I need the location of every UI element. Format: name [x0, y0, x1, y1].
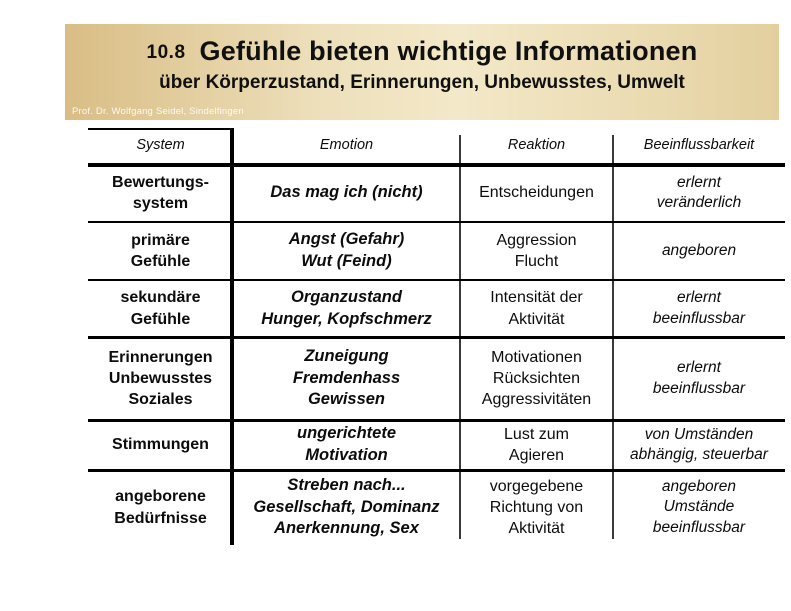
- cell-beeinflussbarkeit: erlernt beeinflussbar: [652, 289, 746, 327]
- author-credit: Prof. Dr. Wolfgang Seidel, Sindelfingen: [72, 106, 244, 117]
- cell-reaktion: Aggression Flucht: [496, 231, 577, 270]
- column-header-reaktion: Reaktion: [507, 137, 566, 154]
- header-banner: 10.8 Gefühle bieten wichtige Informatione…: [65, 24, 779, 120]
- table-top-rule: [88, 128, 233, 130]
- cell-emotion: Angst (Gefahr) Wut (Feind): [288, 230, 405, 270]
- row-separator: [88, 469, 785, 472]
- cell-system: angeborene Bedürfnisse: [114, 488, 207, 527]
- cell-emotion: Das mag ich (nicht): [270, 183, 423, 202]
- cell-beeinflussbarkeit: erlernt veränderlich: [656, 173, 742, 211]
- row-separator: [88, 221, 785, 223]
- cell-emotion: Organzustand Hunger, Kopfschmerz: [261, 287, 432, 328]
- cell-emotion: Streben nach... Gesellschaft, Dominanz A…: [253, 475, 440, 538]
- cell-system: sekundäre Gefühle: [120, 289, 201, 328]
- cell-beeinflussbarkeit: angeboren: [661, 241, 737, 259]
- column-header-emotion: Emotion: [319, 137, 374, 154]
- cell-emotion: ungerichtete Motivation: [296, 424, 397, 464]
- row-separator: [88, 336, 785, 339]
- cell-reaktion: Motivationen Rücksichten Aggressivitäten: [481, 348, 592, 409]
- column-header-beeinflussbarkeit: Beeinflussbarkeit: [643, 137, 755, 154]
- cell-system: Stimmungen: [112, 436, 209, 454]
- cell-emotion: Zuneigung Fremdenhass Gewissen: [292, 346, 401, 409]
- table-grid: System Emotion Reaktion Beeinflussbarkei…: [88, 128, 785, 545]
- cell-reaktion: Entscheidungen: [479, 184, 594, 202]
- cell-beeinflussbarkeit: erlernt beeinflussbar: [652, 359, 746, 397]
- row-separator: [88, 419, 785, 422]
- header-row-rule: [88, 163, 785, 167]
- cell-beeinflussbarkeit: angeboren Umstände beeinflussbar: [652, 477, 746, 536]
- emotion-table: System Emotion Reaktion Beeinflussbarkei…: [88, 128, 785, 545]
- cell-reaktion: vorgegebene Richtung von Aktivität: [489, 477, 584, 538]
- cell-reaktion: Lust zum Agieren: [504, 425, 569, 464]
- slide-number: 10.8: [146, 42, 186, 63]
- row-separator: [88, 279, 785, 281]
- slide-subtitle: über Körperzustand, Erinnerungen, Unbewu…: [159, 72, 685, 93]
- cell-system: Bewertungs- system: [112, 173, 209, 212]
- cell-beeinflussbarkeit: von Umständen abhängig, steuerbar: [630, 425, 768, 463]
- title-line: 10.8 Gefühle bieten wichtige Informatione…: [65, 24, 779, 67]
- cell-system: primäre Gefühle: [130, 231, 191, 270]
- column-header-system: System: [136, 137, 185, 154]
- cell-reaktion: Intensität der Aktivität: [490, 289, 583, 328]
- cell-system: Erinnerungen Unbewusstes Soziales: [108, 348, 213, 409]
- slide-title: Gefühle bieten wichtige Informationen: [199, 36, 698, 66]
